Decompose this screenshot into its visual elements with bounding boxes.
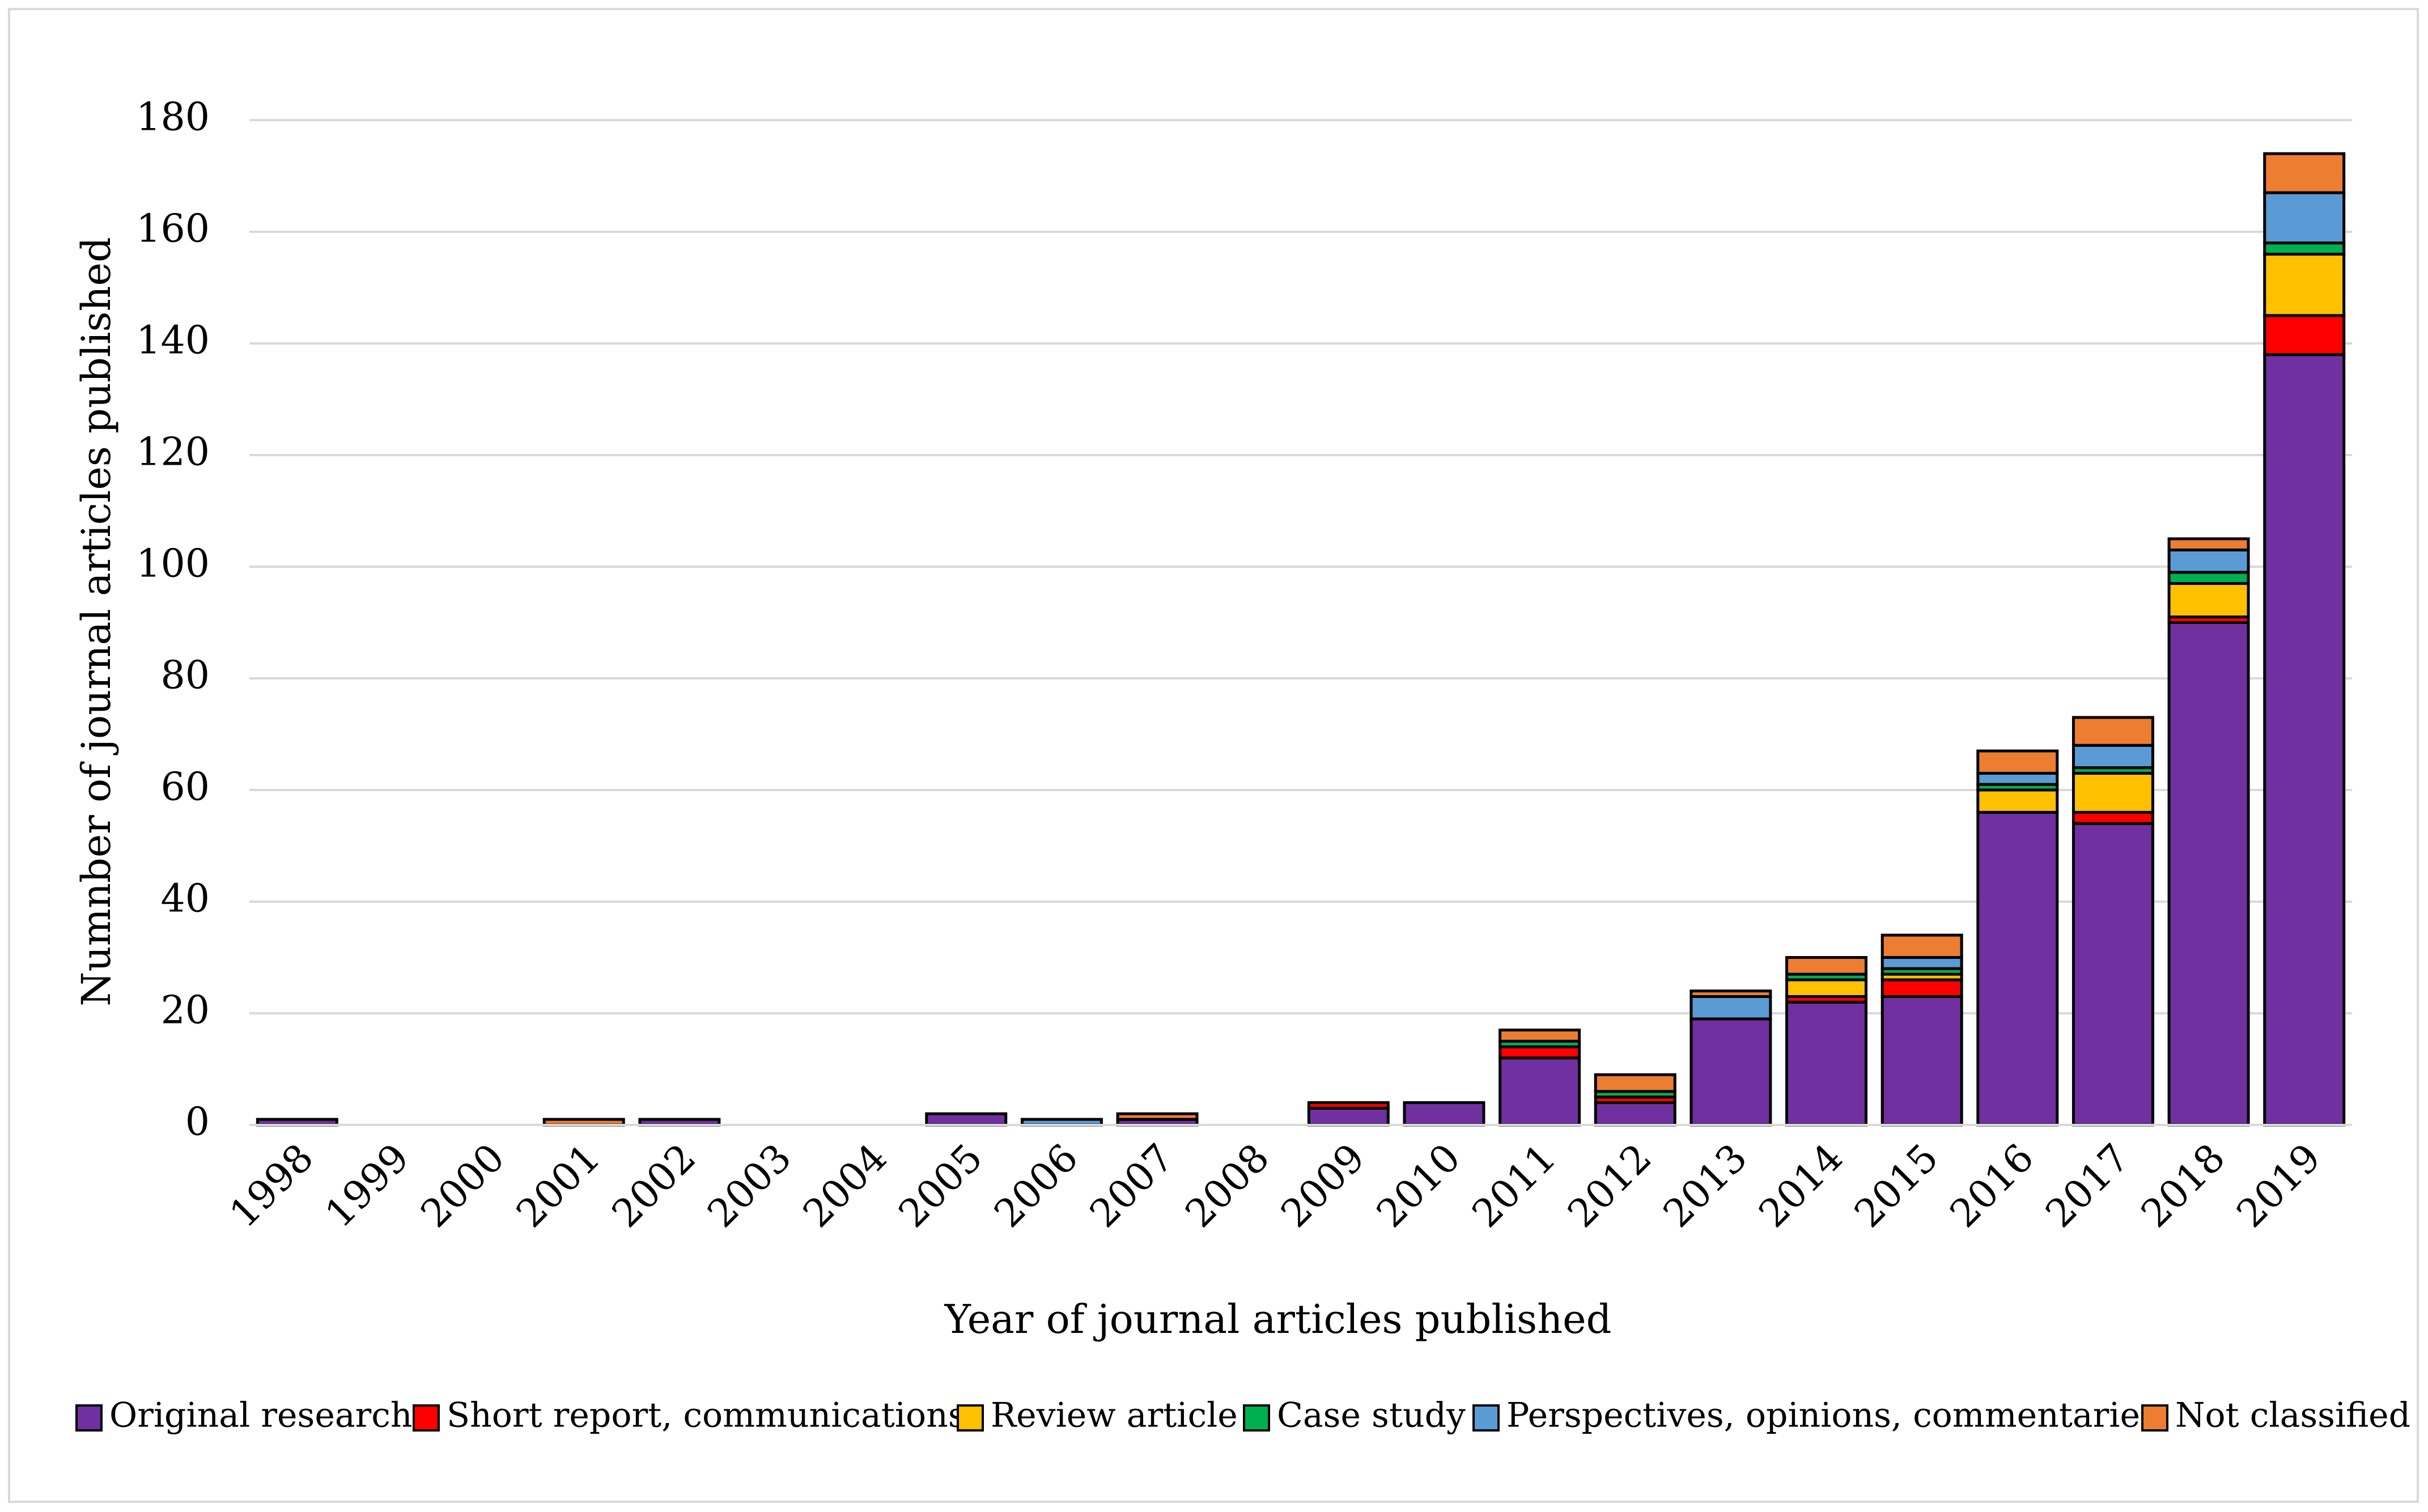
legend-label: Short report, communications	[447, 1396, 966, 1435]
y-axis-title: Numnber of journal articles published	[73, 237, 120, 1006]
x-tick-label: 1999	[317, 1136, 418, 1237]
bar-segment	[2263, 152, 2346, 194]
y-tick-label: 0	[185, 1100, 210, 1145]
legend-item: Perspectives, opinions, commentaries	[1472, 1396, 2158, 1435]
bar-segment	[1403, 1101, 1485, 1127]
bar-segment	[1307, 1106, 1390, 1127]
bar-segment	[2263, 241, 2346, 256]
y-tick-label: 40	[160, 877, 210, 921]
bar-segment	[2167, 571, 2250, 585]
legend-item: Not classified	[2141, 1396, 2410, 1435]
bar-segment	[1976, 771, 2059, 786]
bar-segment	[1594, 1101, 1676, 1127]
x-tick-label: 2015	[1846, 1136, 1947, 1237]
bar-segment	[1116, 1112, 1199, 1121]
legend-swatch	[2141, 1404, 2168, 1432]
bar-segment	[1881, 995, 1963, 1127]
legend-swatch	[957, 1404, 984, 1432]
bar-segment	[1499, 1045, 1581, 1060]
bar-segment	[2263, 252, 2346, 317]
x-tick-label: 2005	[890, 1136, 991, 1237]
bar-segment	[1690, 995, 1772, 1021]
bar-segment	[1690, 1017, 1772, 1127]
y-tick-label: 180	[136, 95, 210, 140]
y-tick-label: 100	[136, 542, 210, 587]
bar-segment	[1785, 1000, 1867, 1127]
x-tick-label: 2010	[1368, 1136, 1469, 1237]
bar-segment	[1594, 1073, 1676, 1093]
bar-segment	[2072, 716, 2154, 747]
bar-segment	[1690, 989, 1772, 998]
x-tick-label: 2014	[1751, 1136, 1852, 1237]
x-tick-label: 2013	[1655, 1136, 1756, 1237]
x-tick-label: 2019	[2229, 1136, 2329, 1237]
bar-segment	[1881, 956, 1963, 970]
bar-segment	[2167, 621, 2250, 1127]
bar-segment	[1976, 788, 2059, 814]
bar-segment	[2167, 537, 2250, 551]
bar-segment	[2167, 548, 2250, 574]
x-tick-label: 2008	[1177, 1136, 1278, 1237]
bar-segment	[1499, 1029, 1581, 1043]
legend-swatch	[1243, 1404, 1270, 1432]
bar-segment	[2263, 314, 2346, 356]
bar-segment	[2263, 191, 2346, 245]
bar-segment	[2263, 353, 2346, 1127]
x-axis-title: Year of journal articles published	[944, 1296, 1612, 1343]
bar-segment	[1785, 978, 1867, 998]
legend-label: Original research	[109, 1396, 413, 1435]
x-tick-label: 2011	[1464, 1136, 1565, 1237]
x-tick-label: 2004	[795, 1136, 895, 1237]
y-tick-label: 120	[136, 430, 210, 475]
bar-segment	[1307, 1101, 1390, 1110]
bar-segment	[1881, 978, 1963, 998]
x-axis-ticks: 1998199920002001200220032004200520062007…	[221, 1136, 2329, 1237]
bar-segment	[2072, 822, 2154, 1127]
legend-item: Review article	[957, 1396, 1238, 1435]
legend-item: Short report, communications	[413, 1396, 966, 1435]
x-tick-label: 2006	[986, 1136, 1087, 1237]
x-tick-label: 2016	[1942, 1136, 2043, 1237]
x-tick-label: 2018	[2133, 1136, 2234, 1237]
bar-segment	[925, 1112, 1008, 1127]
legend-label: Not classified	[2175, 1396, 2410, 1435]
y-tick-label: 160	[136, 207, 210, 252]
legend-label: Review article	[991, 1396, 1238, 1435]
legend-swatch	[1472, 1404, 1500, 1432]
bar-segment	[2072, 771, 2154, 814]
y-tick-label: 80	[160, 653, 210, 698]
bar-segment	[1499, 1056, 1581, 1127]
legend-item: Case study	[1243, 1396, 1466, 1435]
bar-segment	[2072, 744, 2154, 770]
y-tick-label: 60	[160, 765, 210, 810]
x-tick-label: 2003	[699, 1136, 800, 1237]
bar-segment	[1976, 749, 2059, 775]
bar-segment	[2167, 582, 2250, 619]
x-tick-label: 2002	[604, 1136, 704, 1237]
legend-item: Original research	[75, 1396, 413, 1435]
x-tick-label: 2007	[1081, 1136, 1182, 1237]
bar-segment	[1785, 956, 1867, 976]
x-tick-label: 2001	[508, 1136, 609, 1237]
legend-swatch	[413, 1404, 440, 1432]
chart-frame	[8, 8, 2419, 1503]
bar-segment	[1881, 933, 1963, 959]
x-tick-label: 2017	[2038, 1136, 2138, 1237]
x-tick-label: 2000	[413, 1136, 513, 1237]
x-tick-label: 1998	[221, 1136, 322, 1237]
bars	[256, 152, 2346, 1127]
x-tick-label: 2012	[1559, 1136, 1660, 1237]
legend-label: Perspectives, opinions, commentaries	[1506, 1396, 2158, 1435]
legend-swatch	[75, 1404, 103, 1432]
legend: Original research Short report, communica…	[75, 1396, 2410, 1435]
x-tick-label: 2009	[1272, 1136, 1373, 1237]
y-axis-ticks: 0 20 40 60 80 100 120 140 160 180	[136, 95, 210, 1145]
legend-label: Case study	[1277, 1396, 1466, 1435]
bar-segment	[1976, 810, 2059, 1127]
bar-segment	[2072, 810, 2154, 825]
y-tick-label: 140	[136, 318, 210, 363]
y-tick-label: 20	[160, 988, 210, 1033]
